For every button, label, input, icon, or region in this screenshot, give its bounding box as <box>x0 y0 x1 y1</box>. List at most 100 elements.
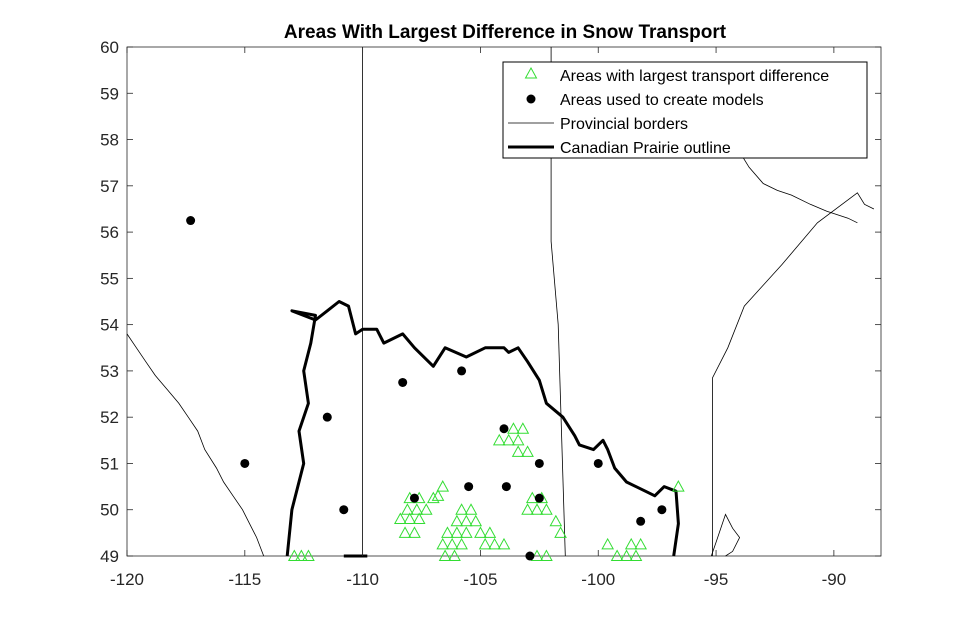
chart-title: Areas With Largest Difference in Snow Tr… <box>284 22 727 43</box>
x-tick-label: -100 <box>581 570 615 589</box>
x-axis-ticks: -120 -115 -110 -105 -100 -95 -90 <box>110 47 846 589</box>
transport-difference-marker <box>431 489 445 501</box>
legend-label-models: Areas used to create models <box>560 92 764 109</box>
x-tick-label: -110 <box>346 570 379 589</box>
transport-difference-marker <box>483 526 497 538</box>
y-tick-label: 55 <box>100 269 119 288</box>
transport-difference-marker <box>492 433 506 446</box>
legend-label-borders: Provincial borders <box>560 116 688 133</box>
transport-difference-marker <box>455 503 468 515</box>
model-area-marker <box>339 505 349 515</box>
transport-difference-marker <box>445 537 459 550</box>
transport-difference-marker <box>629 549 643 561</box>
transport-difference-marker <box>287 549 301 561</box>
model-area-marker <box>409 493 419 503</box>
transport-difference-marker <box>450 526 464 538</box>
provincial-border-ab-bc <box>126 333 265 557</box>
prairie-outline-segment <box>285 300 680 557</box>
model-area-marker <box>322 412 332 422</box>
transport-difference-marker <box>624 537 638 550</box>
transport-difference-marker <box>521 445 534 457</box>
model-area-marker <box>534 458 544 468</box>
prairie-outline <box>285 300 680 558</box>
y-tick-label: 49 <box>100 547 119 566</box>
transport-difference-marker <box>459 526 473 538</box>
data-markers <box>186 216 685 561</box>
y-tick-label: 60 <box>100 38 119 57</box>
x-tick-label: -120 <box>110 570 144 589</box>
model-area-marker <box>657 505 667 515</box>
transport-difference-marker <box>511 433 525 446</box>
transport-difference-marker <box>410 503 424 515</box>
transport-difference-marker <box>436 480 450 492</box>
model-area-marker <box>186 216 196 226</box>
model-area-marker <box>501 482 511 492</box>
x-tick-label: -115 <box>228 570 261 589</box>
transport-difference-marker <box>549 514 563 527</box>
transport-difference-marker <box>302 549 315 561</box>
y-tick-label: 52 <box>100 408 119 427</box>
transport-difference-marker <box>448 549 461 561</box>
transport-difference-marker <box>502 433 516 446</box>
transport-difference-marker <box>554 526 567 538</box>
model-area-marker <box>534 493 544 503</box>
transport-difference-marker <box>398 526 412 538</box>
transport-difference-marker <box>474 526 487 538</box>
transport-difference-marker <box>408 526 421 538</box>
transport-difference-marker <box>634 537 648 550</box>
model-area-marker <box>398 377 408 387</box>
y-tick-label: 58 <box>100 131 119 150</box>
model-area-marker <box>499 424 509 434</box>
transport-difference-marker <box>497 537 511 550</box>
transport-difference-marker <box>521 503 534 515</box>
legend-swatch-dot <box>526 94 536 104</box>
model-area-marker <box>636 516 646 526</box>
transport-difference-marker <box>530 503 544 515</box>
transport-difference-marker <box>419 503 433 515</box>
legend-swatch-triangle <box>524 66 538 79</box>
transport-difference-marker <box>610 549 624 561</box>
transport-difference-marker <box>620 549 633 561</box>
y-tick-label: 50 <box>100 501 119 520</box>
legend-label-transport: Areas with largest transport difference <box>560 68 829 85</box>
transport-difference-marker <box>540 549 553 561</box>
transport-difference-marker <box>464 503 478 515</box>
model-area-marker <box>240 458 250 468</box>
model-area-marker <box>525 551 535 561</box>
transport-difference-marker <box>403 512 417 524</box>
y-tick-label: 59 <box>100 84 119 103</box>
y-tick-label: 53 <box>100 362 119 381</box>
transport-difference-marker <box>401 503 414 515</box>
x-tick-label: -90 <box>822 570 847 589</box>
transport-difference-marker <box>450 514 464 527</box>
y-tick-label: 56 <box>100 223 119 242</box>
transport-difference-marker <box>455 537 468 550</box>
transport-difference-marker <box>412 512 426 524</box>
transport-difference-marker <box>436 537 450 550</box>
x-tick-label: -105 <box>463 570 497 589</box>
y-tick-label: 51 <box>100 454 119 473</box>
x-tick-label: -95 <box>704 570 729 589</box>
provincial-border-mb-on <box>712 192 875 556</box>
legend-box <box>502 61 868 159</box>
transport-difference-marker <box>295 549 308 561</box>
transport-difference-marker <box>516 422 530 434</box>
transport-difference-marker <box>438 549 452 561</box>
transport-difference-marker <box>459 514 473 527</box>
transport-difference-marker <box>469 514 483 527</box>
transport-difference-marker <box>511 445 525 457</box>
legend: Areas with largest transport difference … <box>502 61 868 159</box>
legend-label-outline: Canadian Prairie outline <box>560 140 731 157</box>
transport-difference-marker <box>441 526 454 538</box>
model-area-marker <box>593 458 603 468</box>
transport-difference-marker <box>426 491 440 504</box>
transport-difference-marker <box>393 512 407 524</box>
provincial-border-lake-of-the-woods <box>710 513 741 557</box>
transport-difference-marker <box>478 537 492 550</box>
model-area-marker <box>457 366 467 376</box>
transport-difference-marker <box>601 537 615 550</box>
y-axis-ticks: 49 50 51 52 53 54 55 56 57 58 59 60 <box>100 38 881 566</box>
model-area-marker <box>464 482 474 492</box>
y-tick-label: 54 <box>100 316 119 335</box>
